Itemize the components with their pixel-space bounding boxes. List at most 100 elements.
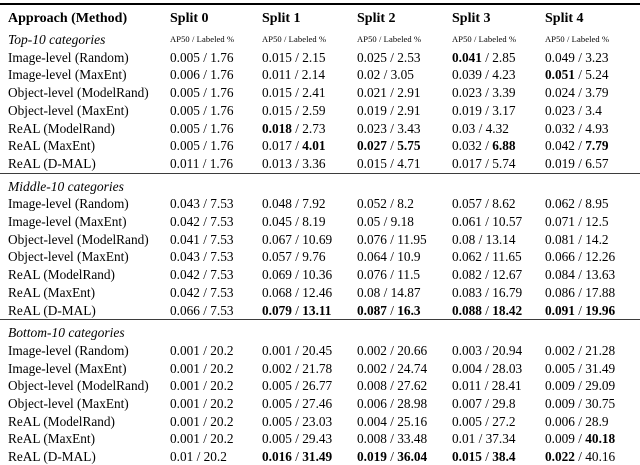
metric-cell: 0.066 / 12.26 xyxy=(545,248,640,266)
value-separator: / xyxy=(291,267,303,283)
ap50-value: 0.049 xyxy=(545,49,575,65)
table-row: Object-level (ModelRand) 0.041 / 7.53 0.06… xyxy=(0,231,640,249)
ap50-value: 0.064 xyxy=(357,249,387,265)
column-header-split3: Split 3 xyxy=(452,11,491,26)
labeled-percent-value: 5.74 xyxy=(492,155,516,171)
value-separator: / xyxy=(291,431,303,447)
value-separator: / xyxy=(291,360,303,376)
approach-label: ReAL (D-MAL) xyxy=(8,302,96,318)
section-title-row: Middle-10 categories xyxy=(0,172,640,196)
ap50-value: 0.023 xyxy=(357,120,387,136)
subheader-label: AP50 / Labeled % xyxy=(357,34,422,44)
value-separator: / xyxy=(199,120,211,136)
table-row: ReAL (ModelRand) 0.042 / 7.53 0.069 / 10.3… xyxy=(0,266,640,284)
approach-label: Image-level (MaxEnt) xyxy=(8,67,127,83)
ap50-value: 0.062 xyxy=(545,196,575,212)
labeled-percent-value: 16.3 xyxy=(397,302,421,318)
labeled-percent-value: 2.73 xyxy=(302,120,326,136)
column-header-split1: Split 1 xyxy=(262,11,301,26)
results-table: Approach (Method) Split 0 Split 1 Split … xyxy=(0,3,640,465)
labeled-percent-value: 29.8 xyxy=(492,396,516,412)
value-separator: / xyxy=(574,85,586,101)
ap50-value: 0.045 xyxy=(262,214,292,230)
ap50-value: 0.081 xyxy=(545,231,575,247)
ap50-value: 0.005 xyxy=(170,102,200,118)
labeled-percent-value: 3.05 xyxy=(390,67,414,83)
value-separator: / xyxy=(386,378,398,394)
labeled-percent-value: 20.2 xyxy=(210,378,234,394)
value-separator: / xyxy=(199,102,211,118)
ap50-value: 0.076 xyxy=(357,267,387,283)
ap50-value: 0.009 xyxy=(545,431,575,447)
approach-label: Image-level (Random) xyxy=(8,196,129,212)
section-title: Bottom-10 categories xyxy=(0,319,170,342)
subheader-label: AP50 / Labeled % xyxy=(452,34,517,44)
metric-cell: 0.087 / 16.3 xyxy=(357,302,452,320)
labeled-percent-value: 1.76 xyxy=(210,85,234,101)
approach-label: Image-level (Random) xyxy=(8,49,129,65)
labeled-percent-value: 2.15 xyxy=(302,49,326,65)
value-separator: / xyxy=(481,67,493,83)
metric-cell: 0.066 / 7.53 xyxy=(170,302,262,320)
ap50-value: 0.009 xyxy=(545,378,575,394)
value-separator: / xyxy=(199,214,211,230)
metric-cell: 0.01 / 20.2 xyxy=(170,448,262,465)
value-separator: / xyxy=(386,342,398,358)
metric-cell: 0.003 / 20.94 xyxy=(452,342,545,360)
value-separator: / xyxy=(386,231,398,247)
table-row: ReAL (D-MAL) 0.01 / 20.2 0.016 / 31.49 0.01… xyxy=(0,448,640,465)
ap50-value: 0.019 xyxy=(545,155,575,171)
labeled-percent-value: 38.4 xyxy=(492,449,516,465)
labeled-percent-value: 7.53 xyxy=(210,196,234,212)
metric-cell: 0.001 / 20.2 xyxy=(170,395,262,413)
labeled-percent-value: 28.41 xyxy=(491,378,522,394)
labeled-percent-value: 12.67 xyxy=(492,267,523,283)
approach-label: Object-level (ModelRand) xyxy=(8,231,149,247)
value-separator: / xyxy=(574,102,586,118)
approach-label: Object-level (MaxEnt) xyxy=(8,249,129,265)
labeled-percent-value: 40.16 xyxy=(585,449,616,465)
metric-cell: 0.049 / 3.23 xyxy=(545,49,640,67)
ap50-value: 0.066 xyxy=(545,249,575,265)
labeled-percent-value: 3.23 xyxy=(585,49,609,65)
labeled-percent-value: 4.01 xyxy=(302,138,326,154)
metric-cell: 0.041 / 2.85 xyxy=(452,49,545,67)
labeled-percent-value: 8.62 xyxy=(492,196,516,212)
ap50-value: 0.041 xyxy=(452,49,482,65)
metric-cell: 0.082 / 12.67 xyxy=(452,266,545,284)
table-row: ReAL (ModelRand) 0.005 / 1.76 0.018 / 2.73… xyxy=(0,120,640,138)
ap50-value: 0.08 xyxy=(357,284,381,300)
metric-cell: 0.061 / 10.57 xyxy=(452,213,545,231)
ap50-value: 0.011 xyxy=(452,378,482,394)
value-separator: / xyxy=(386,413,398,429)
ap50-value: 0.079 xyxy=(262,302,292,318)
metric-cell: 0.021 / 2.91 xyxy=(357,84,452,102)
labeled-percent-value: 7.53 xyxy=(210,214,234,230)
ap50-value: 0.015 xyxy=(262,102,292,118)
table-row: Image-level (MaxEnt) 0.001 / 20.2 0.002 / … xyxy=(0,360,640,378)
metric-cell: 0.013 / 3.36 xyxy=(262,155,357,173)
ap50-value: 0.088 xyxy=(452,302,482,318)
labeled-percent-value: 7.53 xyxy=(210,249,234,265)
labeled-percent-value: 33.48 xyxy=(397,431,428,447)
value-separator: / xyxy=(199,396,211,412)
value-separator: / xyxy=(291,138,303,154)
table-row: Image-level (Random) 0.043 / 7.53 0.048 / … xyxy=(0,195,640,213)
ap50-value: 0.022 xyxy=(545,449,575,465)
metric-cell: 0.015 / 2.59 xyxy=(262,102,357,120)
ap50-value: 0.01 xyxy=(452,431,476,447)
metric-cell: 0.005 / 1.76 xyxy=(170,102,262,120)
value-separator: / xyxy=(291,196,303,212)
ap50-value: 0.002 xyxy=(545,342,575,358)
table-row: Object-level (MaxEnt) 0.043 / 7.53 0.057 /… xyxy=(0,248,640,266)
value-separator: / xyxy=(481,49,493,65)
value-separator: / xyxy=(193,449,204,465)
ap50-value: 0.024 xyxy=(545,85,575,101)
metric-cell: 0.067 / 10.69 xyxy=(262,231,357,249)
metric-cell: 0.011 / 2.14 xyxy=(262,66,357,84)
value-separator: / xyxy=(574,214,586,230)
value-separator: / xyxy=(481,155,493,171)
metric-cell: 0.081 / 14.2 xyxy=(545,231,640,249)
table-row: Image-level (Random) 0.005 / 1.76 0.015 / … xyxy=(0,49,640,67)
